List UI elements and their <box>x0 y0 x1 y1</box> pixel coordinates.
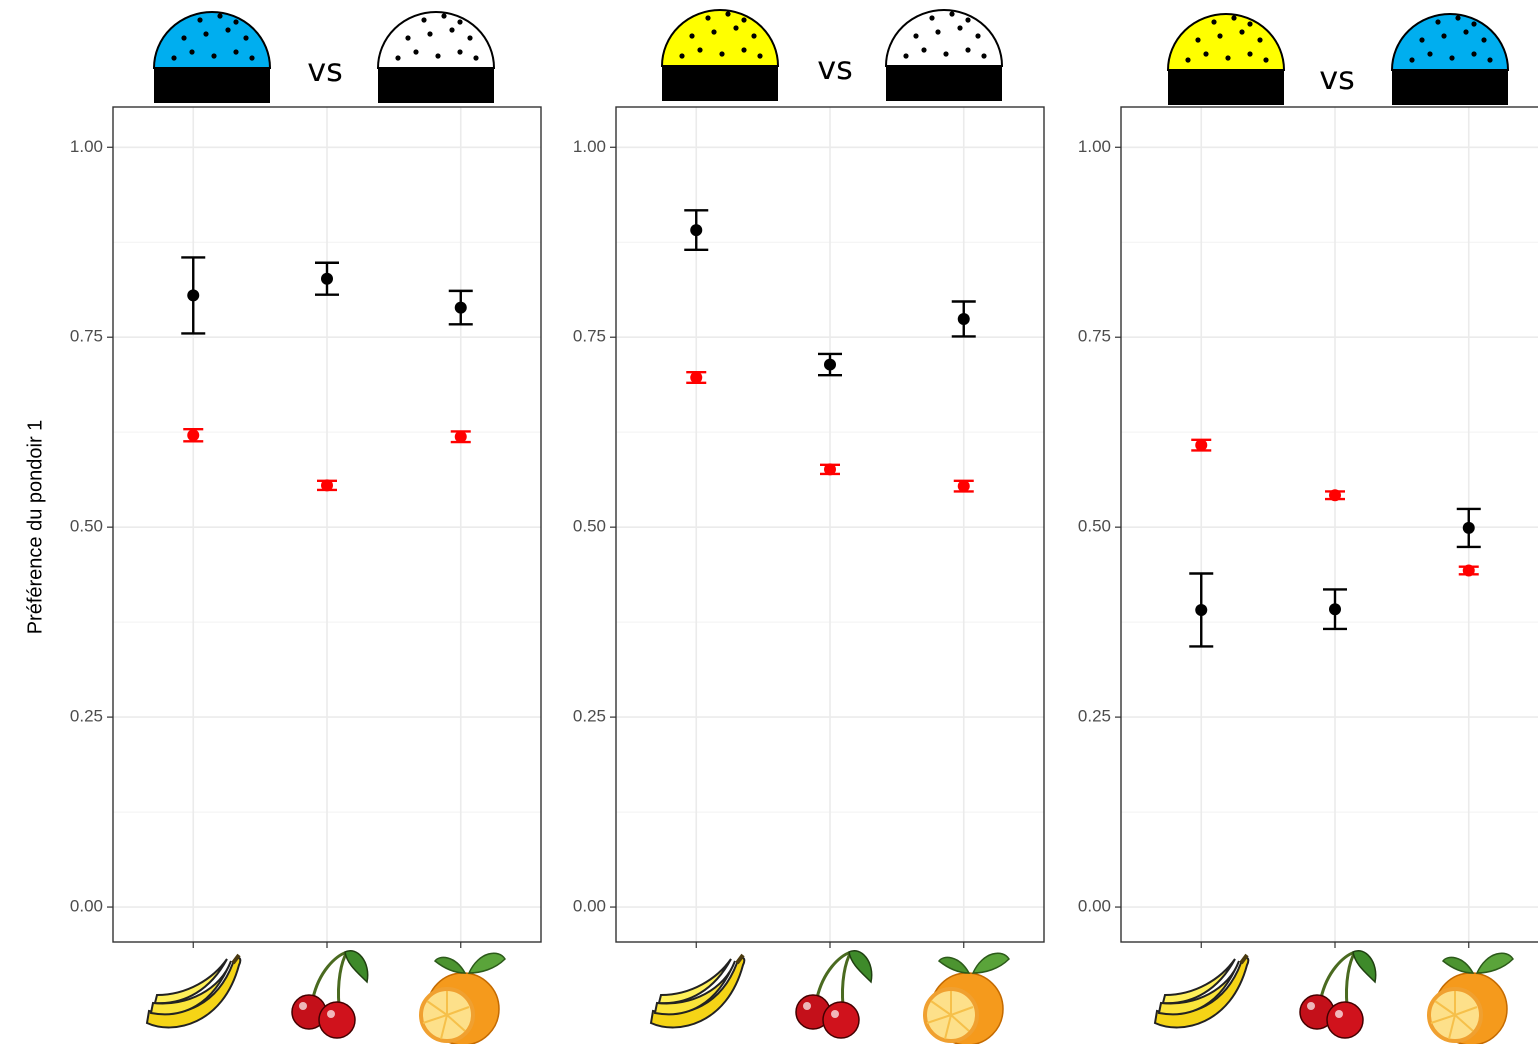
point <box>1462 521 1475 534</box>
point <box>957 480 970 493</box>
fruit-icons <box>145 949 1515 1044</box>
y-tick-label: 0.75 <box>70 327 103 346</box>
point <box>824 463 836 476</box>
point <box>1195 439 1208 452</box>
point <box>1195 603 1208 616</box>
panel-border <box>112 106 542 943</box>
panel-title: vs <box>307 51 343 89</box>
panels: 0.00 0.25 0.50 0.75 1.00 0.00 0.25 0.50 0.75 1.00… <box>70 106 1538 948</box>
point <box>824 358 836 371</box>
y-tick-label: 0.50 <box>70 517 103 536</box>
panel-border <box>1120 106 1538 943</box>
point <box>454 430 467 443</box>
panel-background <box>1121 107 1538 942</box>
point <box>454 301 467 314</box>
y-tick-label: 1.00 <box>70 137 103 156</box>
point <box>187 429 200 442</box>
y-tick-label: 0.25 <box>573 707 606 726</box>
panel-border <box>615 106 1045 943</box>
y-tick-label: 0.00 <box>1078 897 1111 916</box>
y-tick-label: 0.75 <box>573 327 606 346</box>
point <box>1329 603 1341 616</box>
y-tick-label: 1.00 <box>1078 137 1111 156</box>
y-axis-label: Préférence du pondoir 1 <box>24 420 46 635</box>
y-tick-label: 1.00 <box>573 137 606 156</box>
panel-title: vs <box>817 49 853 87</box>
y-tick-label: 0.00 <box>573 897 606 916</box>
y-tick-label: 0.50 <box>573 517 606 536</box>
panel-title: vs <box>1319 59 1355 97</box>
y-tick-label: 0.00 <box>70 897 103 916</box>
point <box>1329 489 1341 502</box>
point <box>321 272 333 285</box>
y-tick-label: 0.75 <box>1078 327 1111 346</box>
point <box>1462 564 1475 577</box>
y-tick-label: 0.25 <box>70 707 103 726</box>
point <box>690 371 703 384</box>
y-tick-label: 0.50 <box>1078 517 1111 536</box>
y-tick-label: 0.25 <box>1078 707 1111 726</box>
point <box>957 312 970 325</box>
point <box>187 289 200 302</box>
point <box>321 479 333 492</box>
point <box>690 224 703 237</box>
header-icons <box>152 9 1510 105</box>
